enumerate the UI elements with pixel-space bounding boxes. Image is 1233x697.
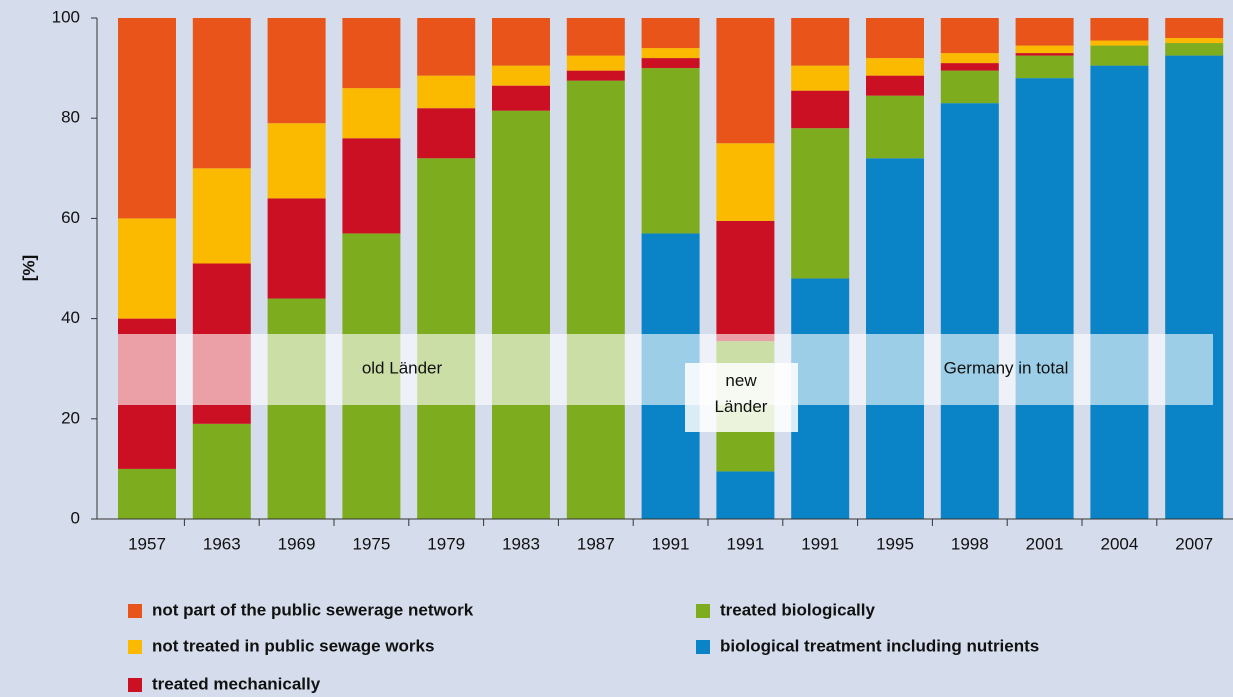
bar-segment	[716, 18, 775, 144]
y-tick-label: 80	[61, 108, 80, 127]
bar-segment	[866, 58, 924, 76]
bar-segment	[716, 220, 775, 342]
bar-segment	[192, 168, 251, 264]
bar-segment	[866, 18, 924, 59]
legend-swatch	[128, 678, 142, 692]
bar-segment	[118, 218, 176, 319]
bar-segment	[1165, 43, 1224, 56]
bar-segment	[267, 123, 326, 199]
bar-segment	[118, 468, 176, 519]
bar-segment	[566, 80, 625, 519]
legend-swatch	[696, 604, 710, 618]
bar-segment	[641, 18, 700, 49]
bar-segment	[342, 138, 401, 234]
legend-label: not treated in public sewage works	[152, 636, 434, 655]
annotation: new Länder	[715, 371, 768, 416]
x-tick-label: 1991	[801, 534, 839, 553]
y-tick-label: 100	[52, 7, 80, 26]
x-tick-label: 1963	[203, 534, 241, 553]
annotation-band	[118, 334, 1213, 405]
bar-segment	[791, 65, 850, 91]
bar-segment	[1015, 53, 1074, 56]
bar-segment	[716, 471, 775, 519]
legend-label: not part of the public sewerage network	[152, 600, 474, 619]
bar-segment	[866, 95, 924, 159]
bar-segment	[267, 298, 326, 519]
y-tick-label: 60	[61, 208, 80, 227]
bar-segment	[1015, 55, 1074, 79]
bar-segment	[940, 70, 999, 104]
x-tick-label: 1991	[652, 534, 690, 553]
bar-segment	[566, 70, 625, 81]
x-tick-label: 1987	[577, 534, 615, 553]
bar-segment	[791, 128, 850, 279]
x-tick-label: 2004	[1100, 534, 1138, 553]
bar-segment	[641, 48, 700, 59]
x-tick-label: 2001	[1026, 534, 1064, 553]
y-axis-label: [%]	[19, 255, 38, 281]
bar-segment	[267, 18, 326, 124]
bar-segment	[417, 18, 476, 76]
bar-segment	[1015, 18, 1074, 46]
annotation: Germany in total	[944, 358, 1069, 377]
bar-segment	[342, 18, 401, 89]
bar-segment	[417, 75, 476, 109]
legend-swatch	[128, 604, 142, 618]
legend-swatch	[128, 640, 142, 654]
x-tick-label: 2007	[1175, 534, 1213, 553]
x-tick-label: 1969	[278, 534, 316, 553]
legend-swatch	[696, 640, 710, 654]
bar-segment	[417, 108, 476, 159]
bar-segment	[641, 58, 700, 69]
annotation: old Länder	[362, 358, 443, 377]
bar-segment	[940, 53, 999, 64]
bar-segment	[192, 18, 251, 169]
bar-segment	[1015, 78, 1074, 520]
x-tick-label: 1957	[128, 534, 166, 553]
bar-segment	[1165, 55, 1224, 519]
bar-segment	[1090, 45, 1149, 66]
y-tick-label: 40	[61, 308, 80, 327]
bar-segment	[866, 75, 924, 96]
x-tick-label: 1975	[352, 534, 390, 553]
x-tick-label: 1995	[876, 534, 914, 553]
bar-segment	[1090, 40, 1149, 46]
bar-segment	[566, 55, 625, 71]
y-tick-label: 20	[61, 408, 80, 427]
bar-segment	[492, 18, 550, 66]
bar-segment	[118, 18, 176, 219]
bar-segment	[791, 90, 850, 129]
x-tick-label: 1983	[502, 534, 540, 553]
bar-segment	[1090, 65, 1149, 519]
x-tick-label: 1979	[427, 534, 465, 553]
bar-segment	[1165, 18, 1224, 39]
x-tick-label: 1991	[726, 534, 764, 553]
legend-label: treated biologically	[720, 600, 875, 619]
bar-segment	[641, 68, 700, 234]
x-tick-label: 1998	[951, 534, 989, 553]
annotation-box	[685, 363, 798, 432]
bar-segment	[716, 143, 775, 221]
bar-segment	[492, 65, 550, 86]
bar-segment	[267, 198, 326, 299]
bar-segment	[940, 103, 999, 520]
bar-segment	[940, 18, 999, 54]
legend-label: biological treatment including nutrients	[720, 636, 1039, 655]
bar-segment	[192, 423, 251, 519]
bar-segment	[342, 88, 401, 139]
bar-segment	[1090, 18, 1149, 41]
bar-segment	[566, 18, 625, 56]
bar-segment	[940, 63, 999, 71]
bar-segment	[492, 85, 550, 111]
bar-segment	[1015, 45, 1074, 54]
y-tick-label: 0	[71, 508, 80, 527]
bar-segment	[791, 18, 850, 66]
bar-segment	[1165, 38, 1224, 44]
legend-label: treated mechanically	[152, 674, 321, 693]
bar-segment	[492, 110, 550, 519]
